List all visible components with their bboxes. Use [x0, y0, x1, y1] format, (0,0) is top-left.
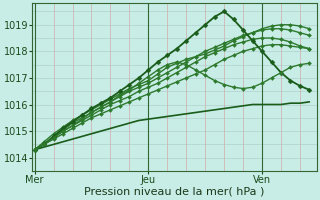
X-axis label: Pression niveau de la mer( hPa ): Pression niveau de la mer( hPa ): [84, 187, 265, 197]
